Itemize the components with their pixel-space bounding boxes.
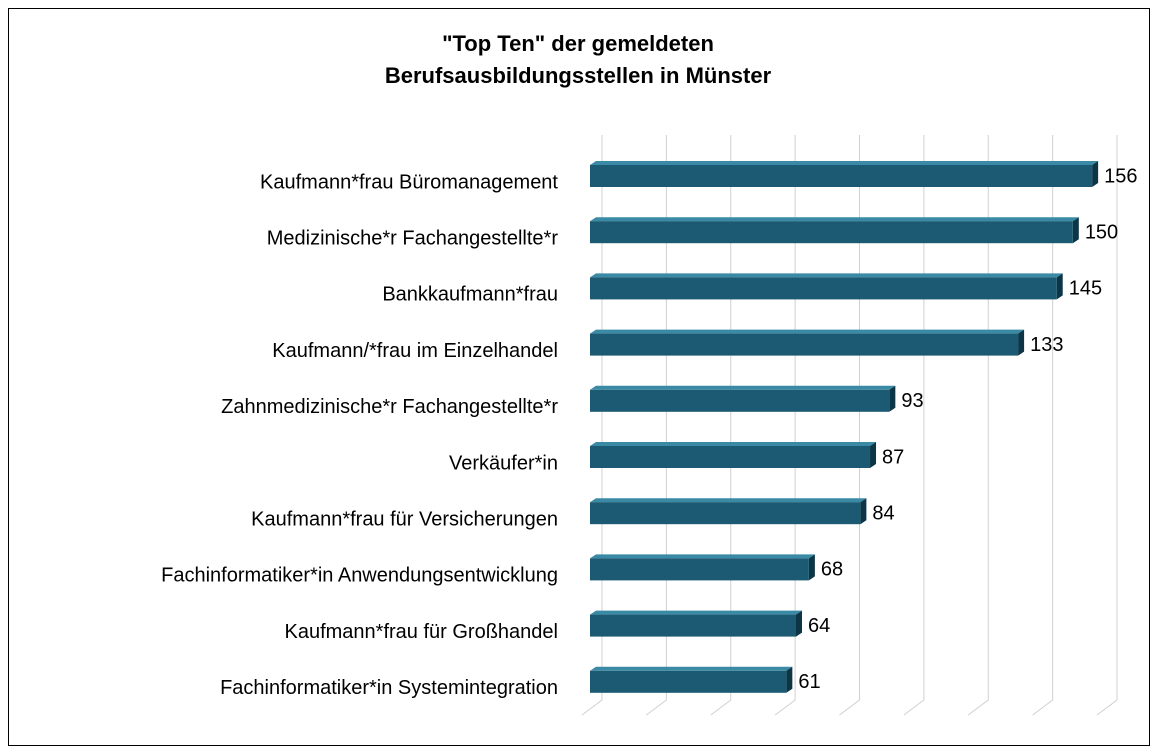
bar (590, 558, 809, 581)
value-label: 61 (798, 671, 820, 693)
value-label: 87 (882, 446, 904, 468)
grid-line (903, 135, 925, 716)
y-tick-label: Kaufmann*frau für Versicherungen (251, 508, 558, 530)
value-label: 93 (901, 390, 923, 412)
bar-side (1056, 273, 1063, 300)
bar (590, 221, 1073, 244)
y-tick-label: Verkäufer*in (449, 452, 558, 474)
y-tick-label: Fachinformatiker*in Systemintegration (220, 677, 558, 699)
y-tick-label: Kaufmann/*frau im Einzelhandel (272, 340, 558, 362)
value-label: 145 (1069, 278, 1102, 300)
bar-side (796, 610, 802, 637)
value-label: 64 (808, 615, 830, 637)
value-label: 150 (1085, 221, 1118, 243)
bar-top (590, 329, 1025, 334)
grid-line (774, 135, 796, 716)
bar-side (1018, 329, 1025, 356)
bar (590, 333, 1019, 356)
chart-title: "Top Ten" der gemeldeten (442, 31, 714, 56)
grid-line (1096, 135, 1118, 716)
y-tick-label: Fachinformatiker*in Anwendungsentwicklun… (161, 565, 558, 587)
bar-top (590, 498, 867, 503)
bar-side (1092, 161, 1099, 187)
bar-side (786, 666, 793, 693)
bar-side (889, 385, 896, 412)
grid-line (581, 135, 603, 716)
chart-title: Berufsausbildungsstellen in Münster (385, 63, 772, 88)
value-label: 68 (821, 559, 843, 581)
grid-line (646, 135, 667, 716)
grid-line (710, 135, 732, 716)
y-tick-label: Kaufmann*frau für Großhandel (285, 621, 559, 643)
bar-top (590, 385, 896, 390)
bar-side (860, 498, 867, 525)
value-label: 84 (872, 502, 894, 524)
bar-top (590, 217, 1079, 222)
bar (590, 502, 861, 525)
y-tick-label: Kaufmann*frau Büromanagement (260, 171, 558, 193)
bar (590, 277, 1057, 300)
bar (590, 165, 1093, 187)
chart-frame (8, 8, 1150, 746)
value-label: 133 (1030, 334, 1063, 356)
bar-top (590, 442, 877, 446)
bar (590, 670, 787, 693)
grid-line (839, 135, 860, 716)
value-label: 156 (1104, 165, 1137, 187)
bar-side (870, 442, 877, 468)
grid-line (967, 135, 989, 716)
bar (590, 389, 890, 412)
grid-line (1032, 135, 1054, 716)
bar-top (590, 610, 802, 615)
bar-side (808, 554, 815, 581)
bar-top (590, 666, 793, 671)
y-tick-label: Bankkaufmann*frau (382, 284, 558, 306)
bar-top (590, 273, 1063, 278)
bar (590, 446, 871, 468)
bar-top (590, 554, 815, 559)
bar-side (1072, 217, 1079, 244)
y-tick-label: Medizinische*r Fachangestellte*r (267, 227, 559, 249)
bar (590, 614, 796, 637)
bar-top (590, 161, 1099, 165)
y-tick-label: Zahnmedizinische*r Fachangestellte*r (221, 396, 558, 418)
